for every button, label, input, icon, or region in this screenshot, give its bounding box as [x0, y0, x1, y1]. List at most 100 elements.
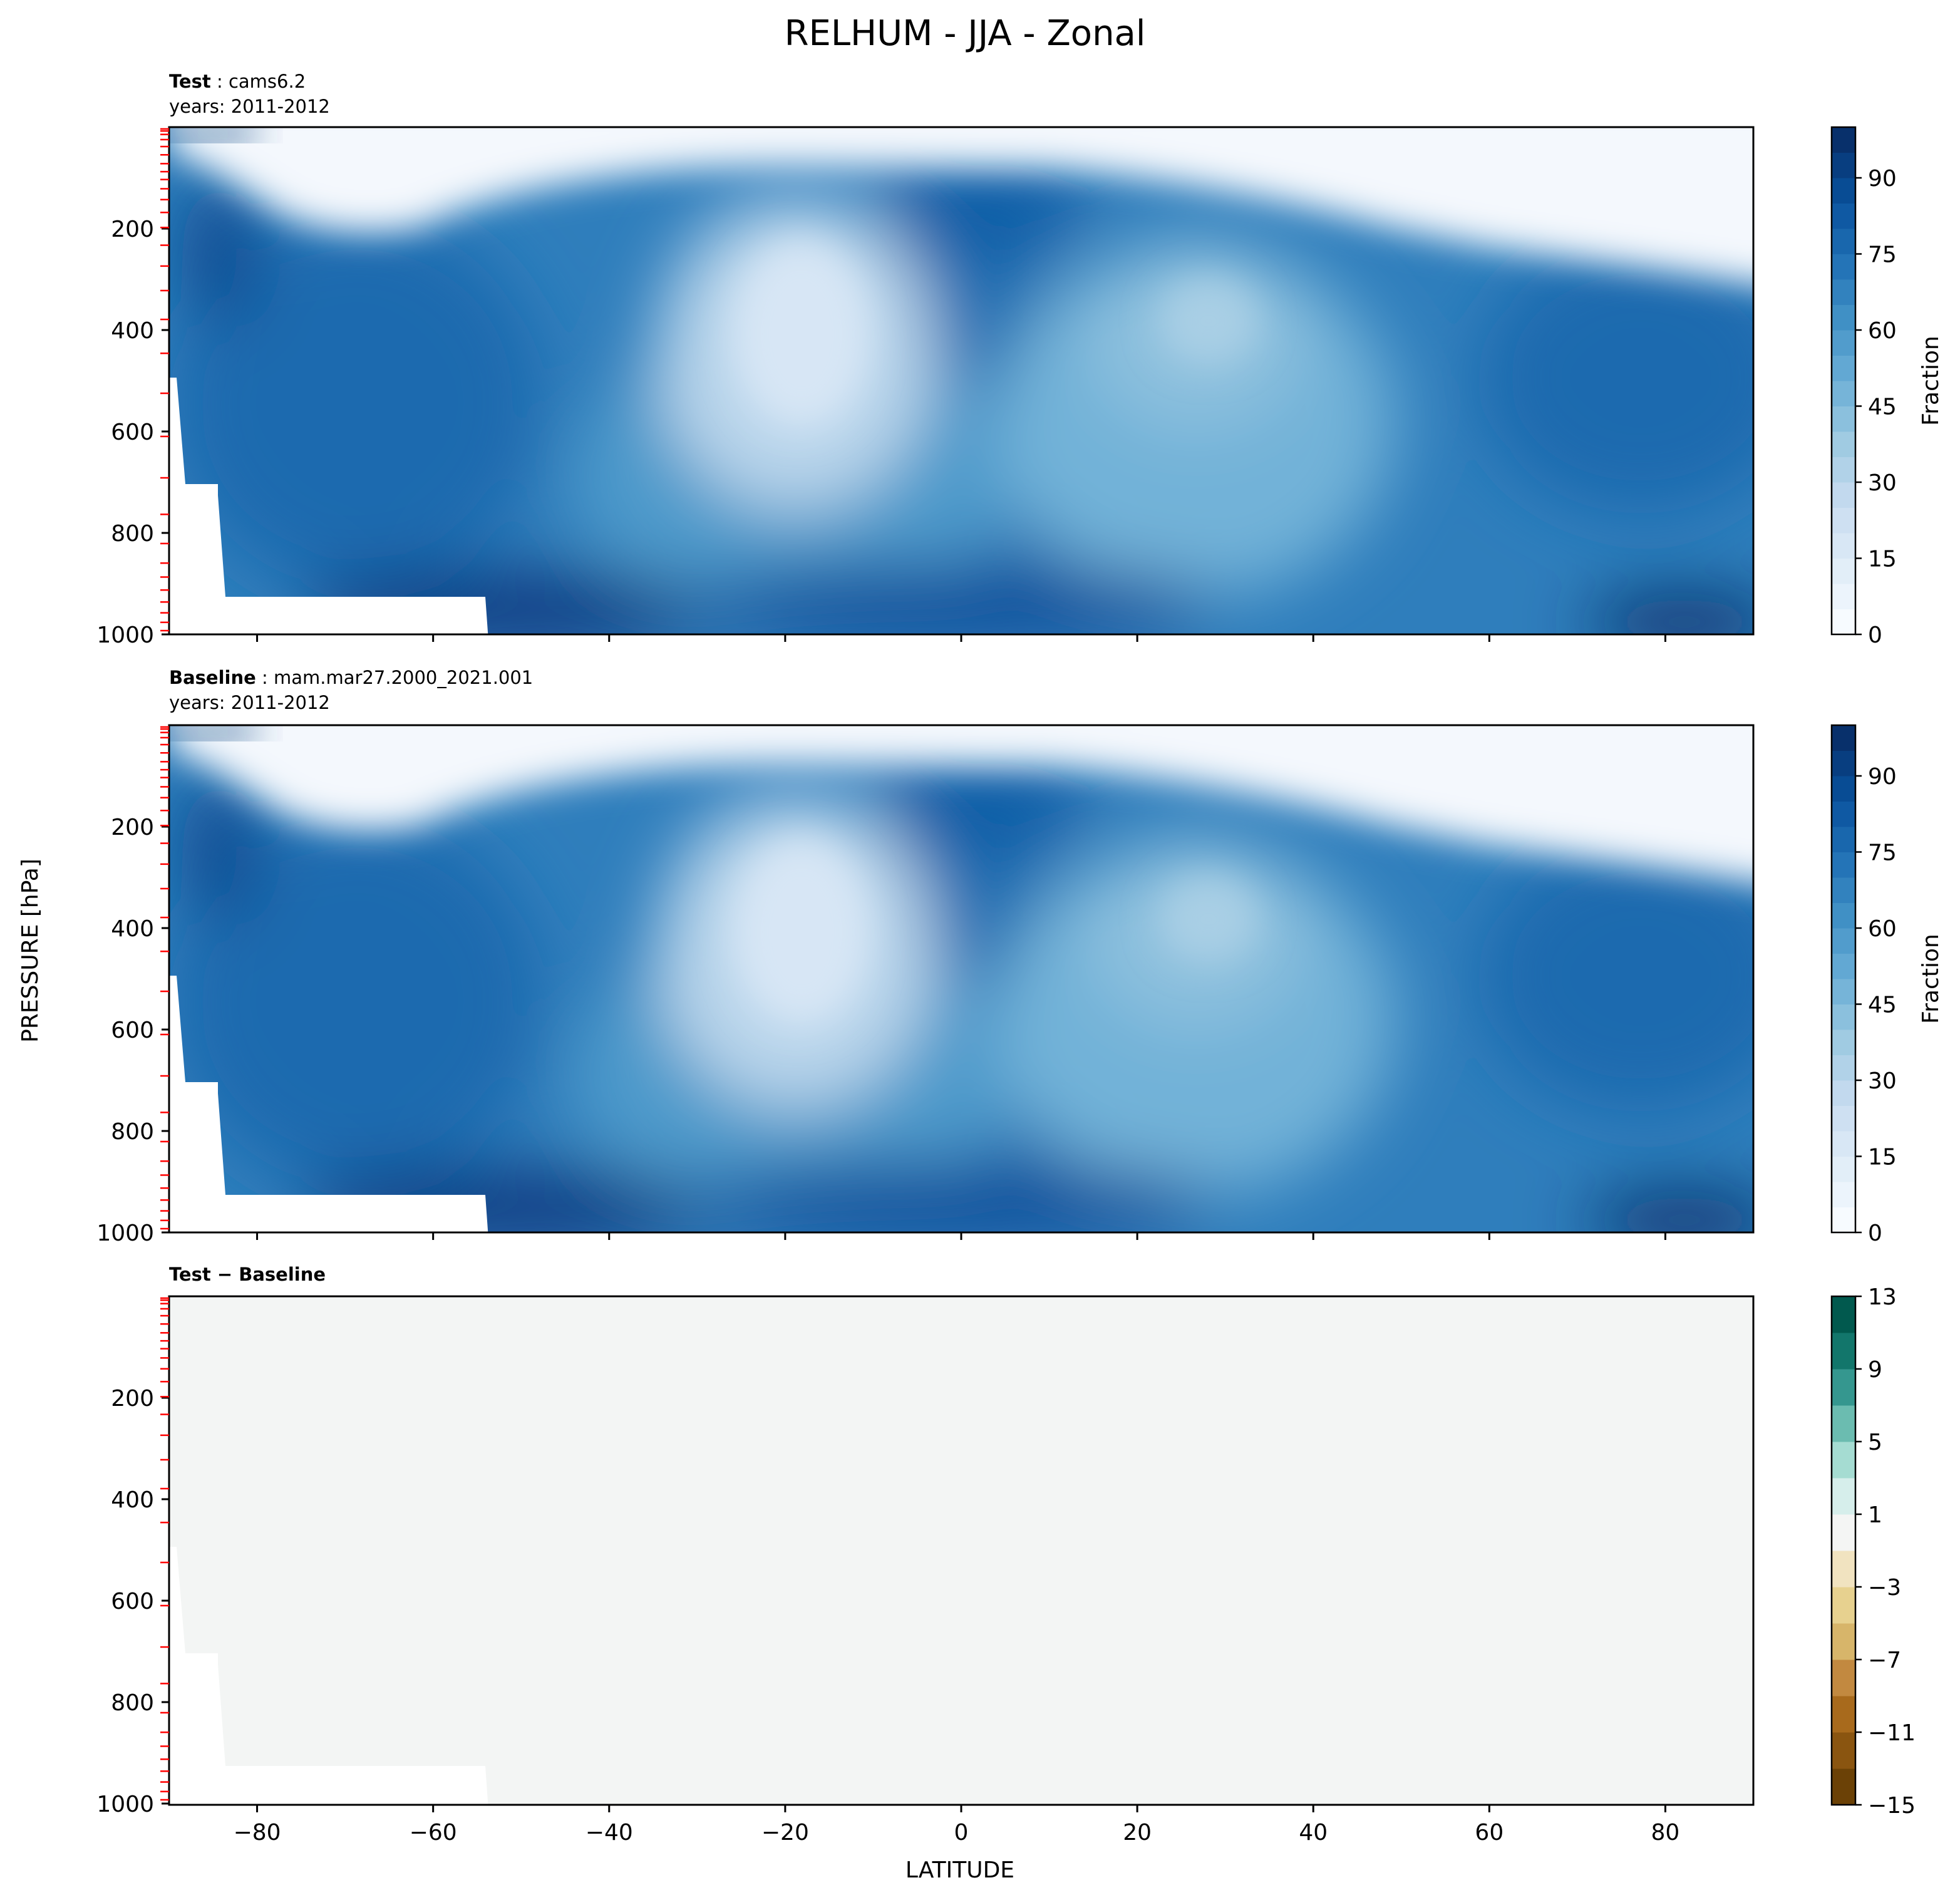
terrain-mask [169, 1547, 488, 1805]
colorbar-tick-label: 30 [1868, 1068, 1897, 1094]
panel-test-x-ticks [256, 634, 1666, 642]
panel-test-level-markers [160, 128, 169, 632]
colorbar-level [1832, 1442, 1855, 1479]
colorbar-level [1832, 1080, 1855, 1106]
colorbar-tick-label: −3 [1868, 1575, 1901, 1601]
colorbar-level [1832, 178, 1855, 204]
panel-difference-level-markers [160, 1297, 169, 1801]
colorbar-tick-label: 13 [1868, 1284, 1897, 1310]
x-tick-label: −20 [761, 1820, 809, 1846]
colorbar-level [1832, 1055, 1855, 1081]
colorbar-level [1832, 609, 1855, 635]
y-tick-label: 200 [111, 217, 154, 242]
x-tick-label: 0 [954, 1820, 969, 1846]
colorbar-level [1832, 1478, 1855, 1515]
colorbar-level [1832, 1696, 1855, 1733]
colorbar-level [1832, 827, 1855, 852]
colorbar-level [1832, 406, 1855, 432]
colorbar-level [1832, 1207, 1855, 1233]
colorbar-level [1832, 1587, 1855, 1624]
colorbar-level [1832, 1296, 1855, 1333]
colorbar-level [1832, 355, 1855, 381]
colorbar-level [1832, 725, 1855, 751]
y-tick-label: 1000 [96, 1792, 154, 1817]
y-tick-label: 1000 [96, 622, 154, 648]
colorbar-level [1832, 558, 1855, 584]
panel-baseline: Baseline : mam.mar27.2000_2021.001 years… [96, 667, 1944, 1246]
colorbar-level [1832, 254, 1855, 280]
y-tick-label: 600 [111, 420, 154, 445]
colorbar-tick-label: 1 [1868, 1502, 1882, 1528]
colorbar-level [1832, 533, 1855, 559]
colorbar-tick-label: −15 [1868, 1793, 1916, 1819]
colorbar-level [1832, 279, 1855, 305]
colorbar-level [1832, 852, 1855, 878]
colorbar-label: Fraction [1918, 336, 1944, 426]
colorbar-level [1832, 304, 1855, 331]
colorbar-tick-label: 5 [1868, 1430, 1882, 1455]
colorbar-level [1832, 431, 1855, 457]
panel-difference-y-ticks: 200 400 600 800 1000 [96, 1386, 169, 1817]
y-tick-label: 600 [111, 1589, 154, 1614]
colorbar-level [1832, 1333, 1855, 1370]
colorbar-frame [1830, 126, 1857, 636]
colorbar-tick-label: 0 [1868, 622, 1882, 648]
panel-baseline-colorbar: 0 15 30 45 60 75 90 Fraction [1830, 724, 1944, 1246]
colorbar-level [1832, 1131, 1855, 1157]
colorbar-level [1832, 482, 1855, 508]
colorbar-level [1832, 1156, 1855, 1182]
x-tick-label: 40 [1299, 1820, 1328, 1846]
x-tick-label: 80 [1651, 1820, 1680, 1846]
colorbar-level [1832, 127, 1855, 153]
y-tick-label: 800 [111, 521, 154, 547]
panel-difference-x-ticks: −80 −60 −40 −20 0 20 40 60 80 [234, 1805, 1680, 1846]
colorbar-level [1832, 902, 1855, 929]
panel-test-years: years: 2011-2012 [169, 96, 330, 117]
y-tick-label: 1000 [96, 1221, 154, 1246]
colorbar-level [1832, 776, 1855, 802]
x-tick-label: −60 [410, 1820, 457, 1846]
y-tick-label: 600 [111, 1018, 154, 1043]
panel-test-label-bold: Test [169, 71, 211, 92]
panel-test: Test : cams6.2 years: 2011-2012 200 400 60… [96, 71, 1944, 650]
panel-baseline-level-markers [160, 726, 169, 1230]
colorbar-tick-label: 75 [1868, 242, 1897, 268]
panel-test-label: Test : cams6.2 [169, 71, 306, 92]
panel-test-label-case: cams6.2 [229, 71, 306, 92]
colorbar-level [1832, 1660, 1855, 1696]
colorbar-level [1832, 1004, 1855, 1030]
colorbar-tick-label: 75 [1868, 840, 1897, 866]
y-tick-label: 200 [111, 1386, 154, 1412]
colorbar-tick-label: −7 [1868, 1648, 1901, 1673]
y-tick-label: 400 [111, 916, 154, 942]
panel-baseline-y-ticks: 200 400 600 800 1000 [96, 815, 169, 1246]
x-tick-label: 20 [1123, 1820, 1152, 1846]
colorbar-level [1832, 330, 1855, 356]
panel-test-plot-area [169, 90, 1803, 650]
panel-baseline-years: years: 2011-2012 [169, 692, 330, 713]
panel-difference-colorbar: −15 −11 −7 −3 1 5 9 13 [1830, 1284, 1916, 1819]
difference-field [169, 1296, 1753, 1805]
colorbar-tick-label: 90 [1868, 764, 1897, 790]
colorbar-level [1832, 1369, 1855, 1406]
panel-baseline-label-case: mam.mar27.2000_2021.001 [274, 667, 533, 688]
panel-test-colorbar: 0 15 30 45 60 75 90 Fraction [1830, 126, 1944, 648]
x-tick-label: 60 [1475, 1820, 1504, 1846]
colorbar-level [1832, 1551, 1855, 1588]
panel-baseline-label-bold: Baseline [169, 667, 256, 688]
colorbar-frame [1830, 1295, 1857, 1806]
y-tick-label: 800 [111, 1690, 154, 1716]
colorbar-tick-label: 60 [1868, 916, 1897, 942]
y-axis-label: PRESSURE [hPa] [18, 859, 43, 1043]
panel-difference-plot-area [169, 1296, 1753, 1805]
colorbar-tick-label: 15 [1868, 1145, 1897, 1170]
colorbar-frame [1830, 724, 1857, 1234]
colorbar-level [1832, 750, 1855, 777]
colorbar-level [1832, 1405, 1855, 1442]
colorbar-tick-label: 0 [1868, 1221, 1882, 1246]
colorbar-level [1832, 1768, 1855, 1805]
colorbar-tick-label: 45 [1868, 993, 1897, 1018]
colorbar-label: Fraction [1918, 934, 1944, 1024]
